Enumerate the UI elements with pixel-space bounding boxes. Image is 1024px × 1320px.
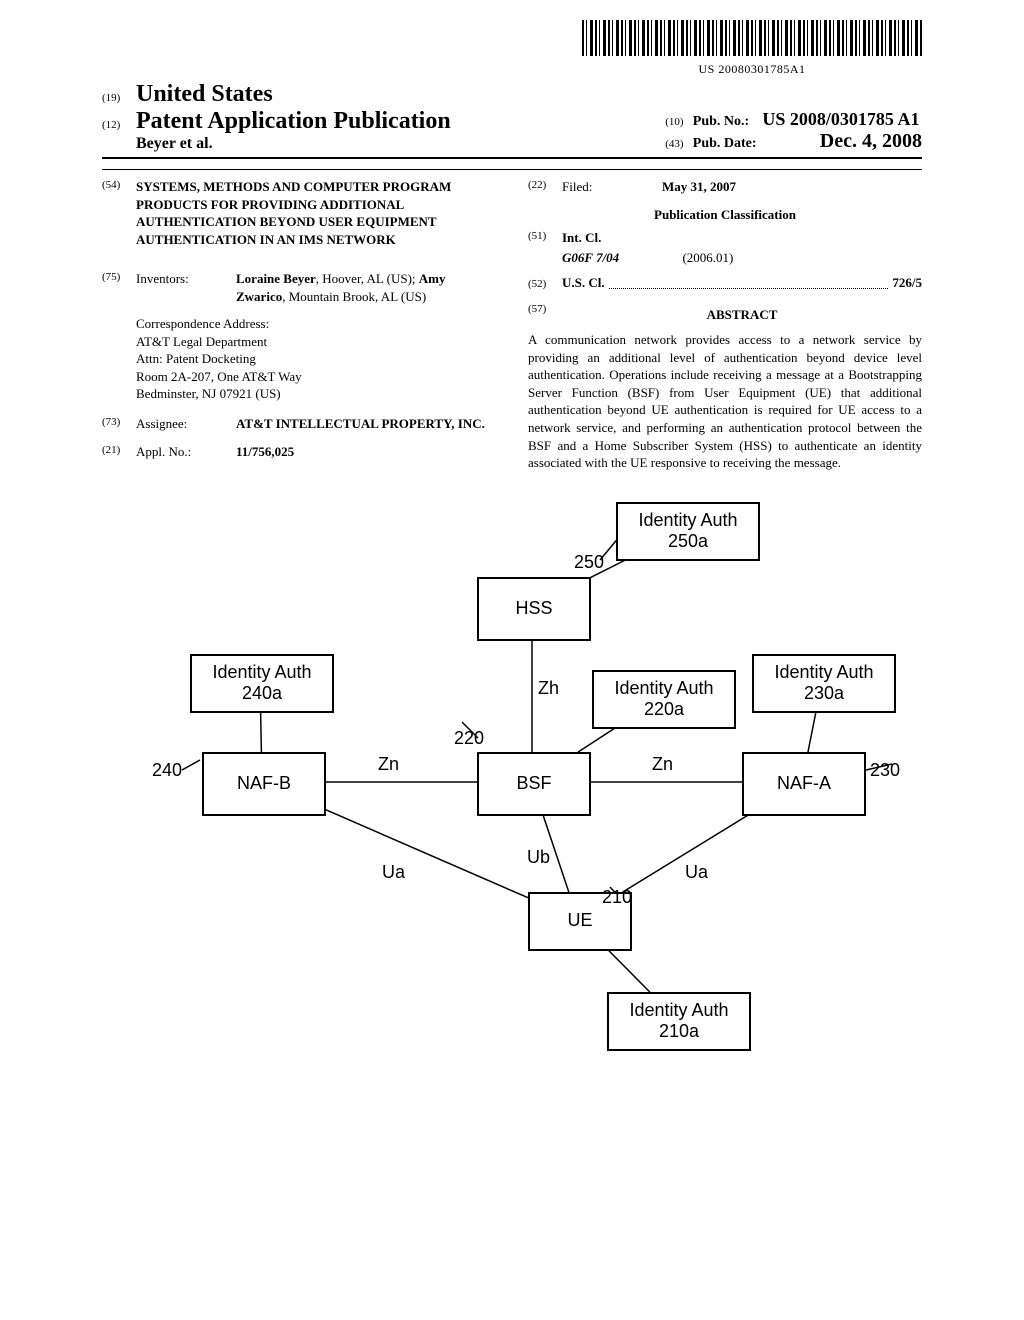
country-line: (19) United States — [102, 81, 922, 108]
barcode-area: US 20080301785A1 — [102, 20, 922, 77]
uscl-label: U.S. Cl. — [562, 274, 605, 292]
field-54-num: (54) — [102, 178, 130, 260]
ref-number: 240 — [152, 760, 182, 781]
barcode-graphic — [582, 20, 922, 56]
field-43-num: (43) — [665, 138, 683, 150]
bibliographic-columns: (54) SYSTEMS, METHODS AND COMPUTER PROGR… — [102, 178, 922, 472]
edge-label: Ua — [685, 862, 708, 883]
right-column: (22) Filed: May 31, 2007 Publication Cla… — [528, 178, 922, 472]
field-21-num: (21) — [102, 443, 130, 461]
barcode-text: US 20080301785A1 — [582, 62, 922, 77]
diagram-node-ia240: Identity Auth240a — [190, 654, 334, 713]
pubno-value: US 2008/0301785 A1 — [762, 109, 919, 129]
assignee-label: Assignee: — [136, 415, 236, 433]
ref-number: 250 — [574, 552, 604, 573]
field-57-num: (57) — [528, 302, 556, 330]
diagram-node-ia210: Identity Auth210a — [607, 992, 751, 1051]
dotted-leader — [609, 287, 889, 289]
diagram-node-bsf: BSF — [477, 752, 591, 816]
intcl-date: (2006.01) — [682, 250, 733, 265]
abstract-text: A communication network provides access … — [528, 331, 922, 471]
divider-bottom — [102, 169, 922, 170]
pubdate-label: Pub. Date: — [693, 136, 757, 151]
ref-number: 230 — [870, 760, 900, 781]
filed-label: Filed: — [562, 178, 662, 196]
ref-number: 210 — [602, 887, 632, 908]
applno-value: 11/756,025 — [236, 443, 294, 461]
intcl-code: G06F 7/04 — [562, 250, 619, 265]
edge-label: Zn — [652, 754, 673, 775]
field-10-num: (10) — [665, 116, 683, 128]
invention-title: SYSTEMS, METHODS AND COMPUTER PROGRAM PR… — [136, 178, 496, 248]
field-12-num: (12) — [102, 119, 130, 131]
diagram-node-ia250: Identity Auth250a — [616, 502, 760, 561]
pub-type: Patent Application Publication — [136, 108, 451, 135]
corr-line: Bedminster, NJ 07921 (US) — [136, 385, 496, 403]
edge-label: Ub — [527, 847, 550, 868]
filed-value: May 31, 2007 — [662, 178, 736, 196]
inventors-label: Inventors: — [136, 270, 236, 305]
intcl-label: Int. Cl. — [562, 229, 601, 247]
diagram-node-nafb: NAF-B — [202, 752, 326, 816]
corr-line: AT&T Legal Department — [136, 333, 496, 351]
pubno-label: Pub. No.: — [693, 114, 749, 129]
assignee-value: AT&T INTELLECTUAL PROPERTY, INC. — [236, 415, 485, 433]
figure-diagram: HSS Identity Auth250a BSFIdentity Auth220a… — [132, 492, 892, 1072]
corr-line: Attn: Patent Docketing — [136, 350, 496, 368]
field-75-num: (75) — [102, 270, 130, 305]
diagram-node-ia220: Identity Auth220a — [592, 670, 736, 729]
field-51-num: (51) — [528, 229, 556, 247]
edge-label: Zh — [538, 678, 559, 699]
diagram-node-hss: HSS — [477, 577, 591, 641]
field-22-num: (22) — [528, 178, 556, 196]
uscl-value: 726/5 — [892, 274, 922, 292]
field-19-num: (19) — [102, 92, 130, 104]
diagram-node-ia230: Identity Auth230a — [752, 654, 896, 713]
inventors-value: Loraine Beyer, Hoover, AL (US); Amy Zwar… — [236, 270, 496, 305]
ref-number: 220 — [454, 728, 484, 749]
corr-line: Room 2A-207, One AT&T Way — [136, 368, 496, 386]
authors-line: Beyer et al. — [136, 135, 451, 153]
field-73-num: (73) — [102, 415, 130, 433]
pubclass-heading: Publication Classification — [528, 206, 922, 224]
country-name: United States — [136, 81, 273, 108]
header-row: (12) Patent Application Publication Beye… — [102, 108, 922, 153]
pubdate-value: Dec. 4, 2008 — [820, 130, 922, 152]
applno-label: Appl. No.: — [136, 443, 236, 461]
corr-label: Correspondence Address: — [136, 315, 496, 333]
left-column: (54) SYSTEMS, METHODS AND COMPUTER PROGR… — [102, 178, 496, 472]
patent-page: US 20080301785A1 (19) United States (12)… — [82, 20, 942, 1072]
field-52-num: (52) — [528, 277, 556, 292]
correspondence-block: Correspondence Address: AT&T Legal Depar… — [136, 315, 496, 403]
edge-label: Ua — [382, 862, 405, 883]
edge-label: Zn — [378, 754, 399, 775]
diagram-node-nafa: NAF-A — [742, 752, 866, 816]
divider-top — [102, 157, 922, 159]
abstract-heading: ABSTRACT — [562, 306, 922, 324]
